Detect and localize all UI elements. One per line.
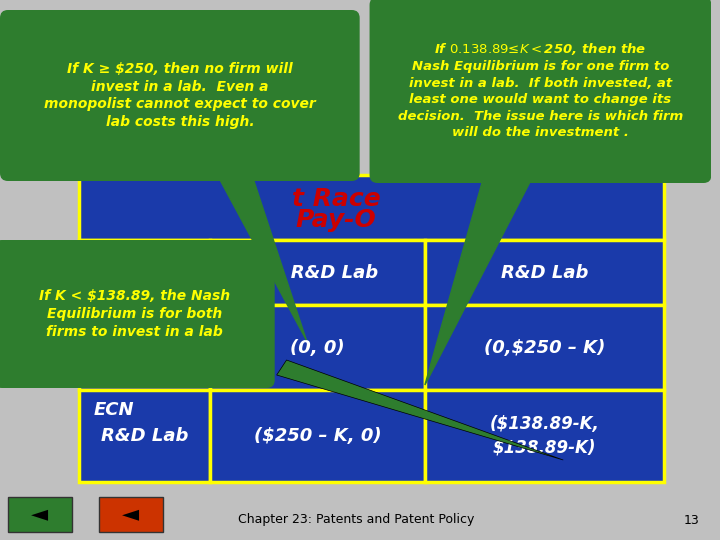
Text: If K ≥ $250, then no firm will
invest in a lab.  Even a
monopolist cannot expect: If K ≥ $250, then no firm will invest in…: [44, 62, 315, 129]
Text: R&D Lab: R&D Lab: [501, 264, 588, 281]
Bar: [210, 305, 425, 390]
Bar: [79, 175, 664, 240]
FancyBboxPatch shape: [0, 240, 275, 388]
Text: ($250 – K, 0): ($250 – K, 0): [254, 427, 382, 445]
FancyBboxPatch shape: [0, 10, 360, 181]
Text: ($138.89-K,
$138.89-K): ($138.89-K, $138.89-K): [490, 415, 599, 457]
FancyBboxPatch shape: [369, 0, 711, 183]
Text: R&D Lab: R&D Lab: [101, 427, 189, 445]
Text: (0,$250 – K): (0,$250 – K): [484, 339, 605, 356]
Text: Pay-O: Pay-O: [296, 207, 377, 232]
Text: Lab: Lab: [136, 339, 173, 356]
Text: (0, 0): (0, 0): [290, 339, 345, 356]
Bar: [8, 497, 72, 532]
Bar: [79, 390, 210, 482]
Text: ◄: ◄: [31, 504, 48, 524]
Text: t Race: t Race: [292, 187, 380, 212]
Text: ECN: ECN: [94, 401, 135, 419]
Text: If K < $138.89, the Nash
Equilibrium is for both
firms to invest in a lab: If K < $138.89, the Nash Equilibrium is …: [39, 289, 230, 339]
Text: No R&D Lab: No R&D Lab: [257, 264, 378, 281]
Text: 13: 13: [684, 514, 700, 526]
Bar: [99, 497, 163, 532]
Bar: [79, 240, 210, 305]
Polygon shape: [425, 175, 534, 385]
Text: If $0.138.89 ≤K < $250, then the
Nash Equilibrium is for one firm to
invest in a: If $0.138.89 ≤K < $250, then the Nash Eq…: [398, 40, 683, 139]
Bar: [425, 390, 664, 482]
Bar: [210, 390, 425, 482]
Text: ◄: ◄: [122, 504, 139, 524]
Bar: [210, 240, 425, 305]
Polygon shape: [276, 360, 563, 460]
Bar: [79, 305, 210, 390]
Bar: [425, 240, 664, 305]
Text: Chapter 23: Patents and Patent Policy: Chapter 23: Patents and Patent Policy: [238, 514, 474, 526]
Polygon shape: [217, 175, 306, 340]
Bar: [425, 305, 664, 390]
